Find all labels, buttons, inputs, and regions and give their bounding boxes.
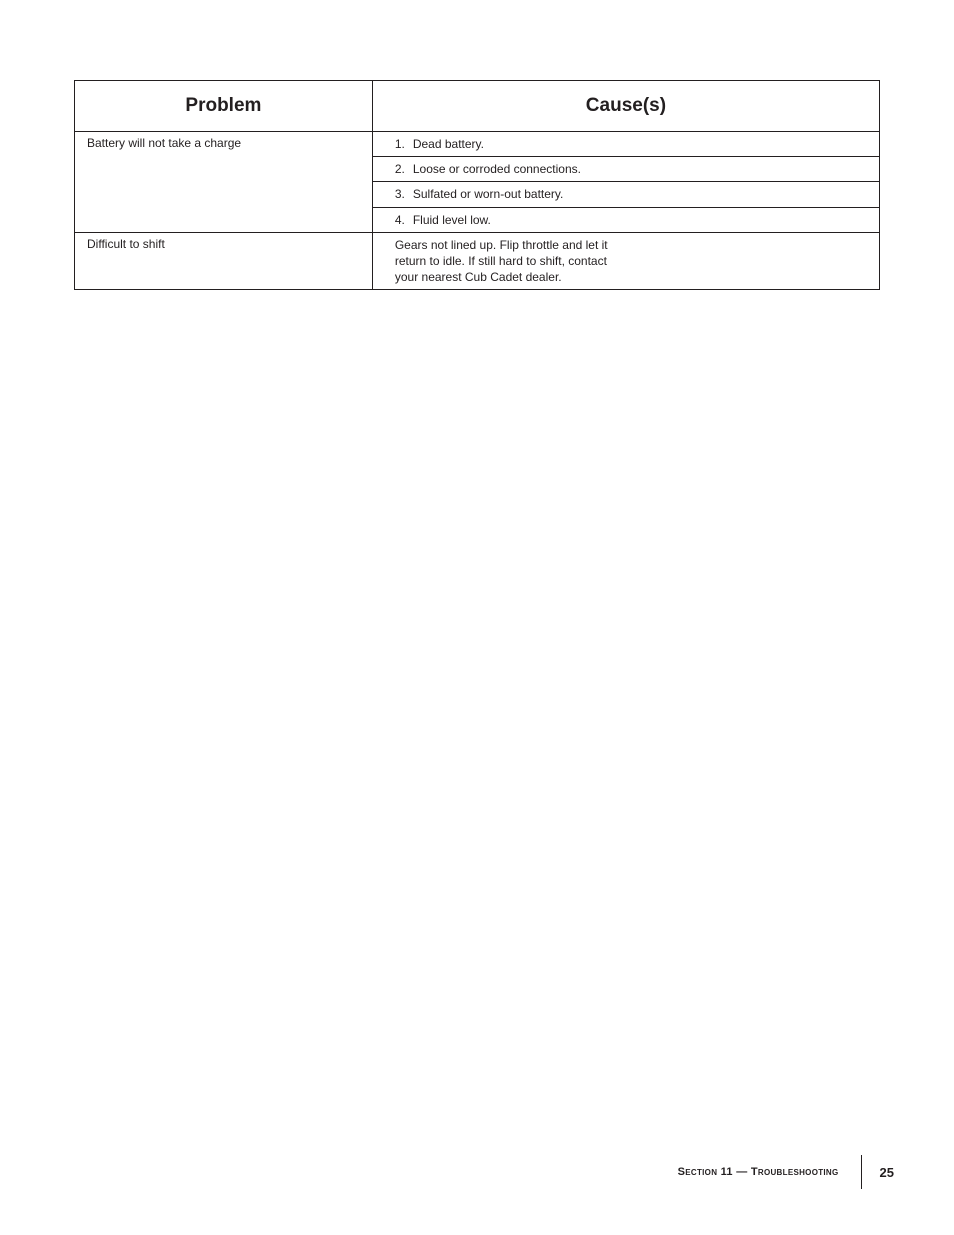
- cause-item: 3.Sulfated or worn-out battery.: [373, 182, 879, 207]
- troubleshoot-table: Problem Cause(s) Battery will not take a…: [74, 80, 880, 290]
- page-footer: Section 11 — Troubleshooting 25: [678, 1155, 894, 1189]
- footer-page-number: 25: [880, 1165, 894, 1180]
- table-row: Difficult to shift Gears not lined up. F…: [75, 232, 880, 290]
- cause-text: Gears not lined up. Flip throttle and le…: [373, 233, 633, 290]
- header-cause: Cause(s): [372, 81, 879, 132]
- header-problem: Problem: [75, 81, 373, 132]
- problem-cell: Battery will not take a charge: [75, 132, 373, 233]
- footer-section-label: Section 11 — Troubleshooting: [678, 1166, 839, 1178]
- cause-cell: 1.Dead battery. 2.Loose or corroded conn…: [372, 132, 879, 233]
- cause-item: 1.Dead battery.: [373, 132, 879, 157]
- table-row: Battery will not take a charge 1.Dead ba…: [75, 132, 880, 233]
- problem-cell: Difficult to shift: [75, 232, 373, 290]
- cause-item: 2.Loose or corroded connections.: [373, 157, 879, 182]
- footer-divider: [861, 1155, 862, 1189]
- cause-cell: Gears not lined up. Flip throttle and le…: [372, 232, 879, 290]
- cause-item: 4.Fluid level low.: [373, 208, 879, 232]
